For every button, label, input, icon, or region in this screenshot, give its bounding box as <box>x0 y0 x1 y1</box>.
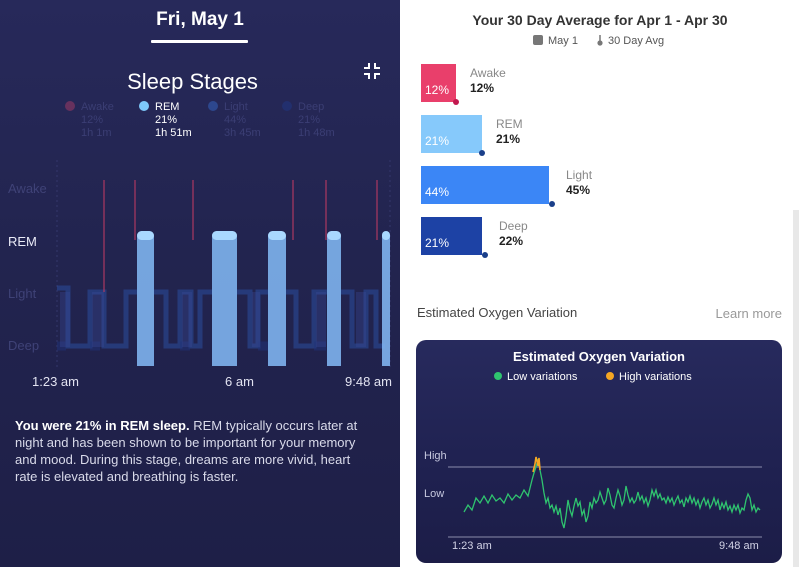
avg-marker <box>549 201 555 207</box>
oxygen-heading: Estimated Oxygen Variation <box>417 305 578 320</box>
rem-description: You were 21% in REM sleep. REM typically… <box>15 417 373 485</box>
time-mid: 6 am <box>225 374 254 389</box>
axis-label-light: Light <box>8 286 37 301</box>
bar-row-deep[interactable]: 21% Deep 22% <box>421 217 559 258</box>
sleep-stages-panel: Fri, May 1 Sleep Stages Awake 12% 1h 1m … <box>0 0 400 567</box>
bar-awake: 12% <box>421 64 459 105</box>
legend-high-variations: High variations <box>606 371 692 383</box>
rem-description-text: REM typically occurs later at night and … <box>15 418 358 484</box>
legend-low-variations: Low variations <box>494 371 577 383</box>
legend-deep[interactable]: Deep 21% 1h 48m <box>282 101 335 140</box>
avg-title: Your 30 Day Average for Apr 1 - Apr 30 <box>472 12 728 28</box>
collapse-icon[interactable] <box>363 62 381 80</box>
sleep-hypnogram <box>56 160 391 368</box>
axis-label-rem: REM <box>8 234 37 249</box>
awake-dot-icon <box>65 101 75 111</box>
deep-dot-icon <box>282 101 292 111</box>
scrollbar[interactable] <box>793 210 799 567</box>
bar-row-rem[interactable]: 21% REM 21% <box>421 115 556 156</box>
time-start: 1:23 am <box>32 374 79 389</box>
bar-light: 44% <box>421 166 555 207</box>
axis-high-label: High <box>424 450 447 462</box>
oxygen-card-title: Estimated Oxygen Variation <box>513 349 685 364</box>
time-end: 9:48 am <box>345 374 392 389</box>
bar-row-light[interactable]: 44% Light 45% <box>421 166 626 207</box>
learn-more-link[interactable]: Learn more <box>715 306 782 321</box>
orange-dot-icon <box>606 372 614 380</box>
bar-rem: 21% <box>421 115 485 156</box>
axis-low-label: Low <box>424 488 445 500</box>
rem-dot-icon <box>139 101 149 111</box>
bar-row-awake[interactable]: 12% Awake 12% <box>421 64 530 105</box>
axis-label-deep: Deep <box>8 338 40 353</box>
high-variation-line <box>532 456 541 473</box>
light-dot-icon <box>208 101 218 111</box>
date-title[interactable]: Fri, May 1 <box>156 9 244 30</box>
avg-marker <box>482 252 488 258</box>
sleep-stages-title: Sleep Stages <box>127 69 258 94</box>
oxygen-card[interactable]: Estimated Oxygen Variation Low variation… <box>416 340 782 563</box>
legend-light[interactable]: Light 44% 3h 45m <box>208 101 261 140</box>
square-icon <box>533 35 543 45</box>
axis-label-awake: Awake <box>8 181 47 196</box>
low-variation-line <box>463 458 761 529</box>
pin-icon <box>597 35 603 46</box>
date-underline <box>151 40 248 43</box>
oxygen-time-start: 1:23 am <box>452 540 492 552</box>
legend-rem[interactable]: REM 21% 1h 51m <box>139 101 192 140</box>
avg-marker <box>453 99 459 105</box>
averages-panel: Your 30 Day Average for Apr 1 - Apr 30 M… <box>400 0 800 567</box>
legend-today: May 1 <box>533 35 578 47</box>
legend-awake[interactable]: Awake 12% 1h 1m <box>65 101 114 140</box>
bar-deep: 21% <box>421 217 488 258</box>
green-dot-icon <box>494 372 502 380</box>
rem-description-bold: You were 21% in REM sleep. <box>15 418 190 433</box>
legend-30day: 30 Day Avg <box>597 35 664 47</box>
avg-marker <box>479 150 485 156</box>
oxygen-time-end: 9:48 am <box>719 540 759 552</box>
oxygen-chart <box>448 456 762 538</box>
